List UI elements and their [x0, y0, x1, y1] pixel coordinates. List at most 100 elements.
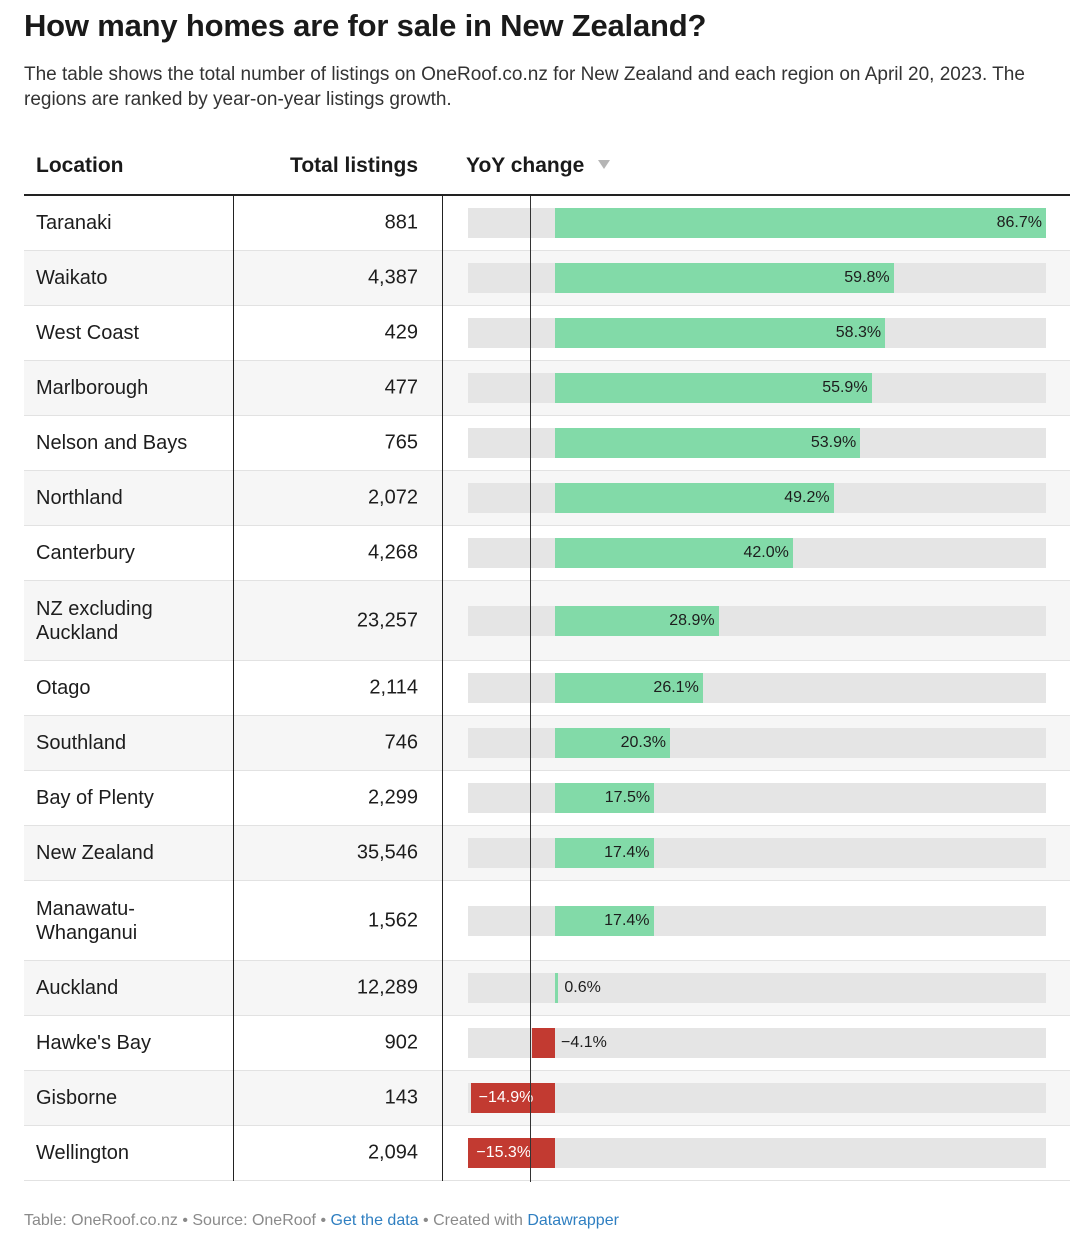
location-cell: Nelson and Bays [36, 432, 188, 454]
yoy-bar [470, 1083, 555, 1113]
chart-description: The table shows the total number of list… [24, 64, 1025, 110]
yoy-bar [555, 838, 654, 868]
location-cell: Bay of Plenty [36, 787, 154, 809]
location-cell: Taranaki [36, 212, 112, 234]
yoy-bar-track: −14.9% [468, 1083, 1046, 1113]
total-listings-cell: 2,114 [369, 676, 418, 699]
yoy-bar-track: 17.5% [468, 783, 1046, 813]
table-row: Bay of Plenty 2,299 17.5% [24, 771, 1070, 826]
yoy-bar [468, 1138, 555, 1168]
yoy-bar-track: 28.9% [468, 605, 1046, 636]
total-listings-cell: 1,562 [367, 909, 418, 931]
table-row: NZ excluding Auckland 23,257 28.9% [24, 581, 1070, 661]
total-listings-cell: 23,257 [356, 609, 418, 631]
total-listings-cell: 2,072 [367, 486, 418, 509]
location-cell: Canterbury [36, 542, 135, 564]
yoy-bar [555, 373, 872, 403]
yoy-bar [531, 1028, 555, 1058]
total-listings-cell: 429 [384, 321, 418, 344]
yoy-bar [555, 783, 655, 813]
sort-descending-icon[interactable] [598, 159, 611, 169]
table-row: Taranaki 881 86.7% [24, 196, 1070, 251]
yoy-bar [555, 673, 703, 703]
location-cell: NZ excluding Auckland [36, 597, 153, 644]
table-row: Gisborne 143 −14.9% [24, 1071, 1070, 1126]
datawrapper-link[interactable]: Datawrapper [527, 1212, 619, 1229]
footer-separator: • [177, 1212, 193, 1229]
yoy-bar-track: −4.1% [468, 1028, 1046, 1058]
table-row: Southland 746 20.3% [24, 716, 1070, 771]
yoy-bar [555, 973, 559, 1003]
total-listings-cell: 2,094 [367, 1141, 418, 1164]
total-listings-cell: 143 [384, 1086, 418, 1109]
zero-baseline [530, 196, 531, 1182]
footer-separator: • [316, 1212, 331, 1229]
total-listings-cell: 4,268 [367, 541, 418, 564]
yoy-value-label: 86.7% [996, 214, 1042, 231]
location-cell: Northland [36, 487, 123, 509]
created-with-text: Created with [433, 1212, 528, 1229]
table-row: Otago 2,114 26.1% [24, 661, 1070, 716]
yoy-value-label: 53.9% [810, 434, 857, 451]
total-listings-cell: 902 [384, 1031, 418, 1054]
location-cell: Marlborough [36, 377, 149, 399]
column-header-total-listings[interactable]: Total listings [290, 154, 418, 177]
yoy-value-label: −15.3% [476, 1144, 532, 1161]
footer: Table: OneRoof.co.nz • Source: OneRoof •… [24, 1212, 619, 1230]
column-header-location[interactable]: Location [36, 154, 124, 177]
location-cell: Auckland [36, 977, 119, 999]
yoy-bar-track: 58.3% [468, 318, 1046, 348]
total-listings-cell: 35,546 [356, 841, 418, 864]
yoy-bar [555, 318, 886, 348]
column-header-yoy-change[interactable]: YoY change [466, 154, 611, 178]
yoy-value-label: 20.3% [620, 734, 666, 751]
table-row: Auckland 12,289 0.6% [24, 961, 1070, 1016]
column-divider [442, 196, 443, 1181]
table-credit: Table: OneRoof.co.nz [24, 1212, 178, 1229]
column-header-yoy-label: YoY change [466, 154, 585, 177]
yoy-value-label: 55.9% [822, 379, 868, 396]
yoy-bar-track: 42.0% [468, 538, 1046, 568]
location-cell: Manawatu-Whanganui [36, 897, 138, 944]
yoy-value-label: 59.8% [844, 269, 890, 286]
total-listings-cell: 2,299 [367, 786, 418, 809]
yoy-value-label: 17.4% [604, 911, 650, 929]
table-row: New Zealand 35,546 17.4% [24, 826, 1070, 881]
yoy-bar [555, 428, 861, 458]
total-listings-cell: 12,289 [356, 976, 418, 999]
yoy-bar-track: 55.9% [468, 373, 1046, 403]
yoy-bar [555, 905, 654, 936]
location-cell: Gisborne [36, 1087, 118, 1109]
yoy-bar [555, 483, 834, 513]
yoy-bar [555, 605, 719, 636]
location-cell: Hawke's Bay [36, 1032, 151, 1054]
yoy-value-label: 0.6% [564, 979, 601, 996]
chart-title: How many homes are for sale in New Zeala… [24, 8, 707, 43]
yoy-bar-track: 17.4% [468, 838, 1046, 868]
table-body: Taranaki 881 86.7% Waikato 4,387 59.8% West Co… [24, 196, 1070, 1181]
total-listings-cell: 765 [384, 431, 418, 454]
yoy-bar-track: 53.9% [468, 428, 1046, 458]
yoy-value-label: −4.1% [561, 1034, 607, 1051]
get-the-data-link[interactable]: Get the data [330, 1212, 419, 1229]
yoy-value-label: 58.3% [835, 324, 882, 341]
table-header: Location Total listings YoY change [24, 140, 1070, 196]
table-row: Hawke's Bay 902 −4.1% [24, 1016, 1070, 1071]
total-listings-cell: 746 [384, 731, 418, 754]
location-cell: New Zealand [36, 842, 154, 864]
yoy-bar-track: 59.8% [468, 263, 1046, 293]
location-cell: Southland [36, 732, 127, 754]
table-row: Nelson and Bays 765 53.9% [24, 416, 1070, 471]
table-row: Wellington 2,094 −15.3% [24, 1126, 1070, 1181]
yoy-bar [555, 263, 894, 293]
yoy-bar-track: 26.1% [468, 673, 1046, 703]
footer-separator: • [418, 1212, 434, 1229]
yoy-value-label: 49.2% [784, 489, 830, 506]
yoy-bar [555, 728, 670, 758]
yoy-bar-track: 49.2% [468, 483, 1046, 513]
location-cell: Waikato [36, 267, 108, 289]
location-cell: West Coast [36, 322, 139, 344]
column-divider [233, 196, 234, 1181]
table-row: Northland 2,072 49.2% [24, 471, 1070, 526]
total-listings-cell: 477 [384, 376, 418, 399]
